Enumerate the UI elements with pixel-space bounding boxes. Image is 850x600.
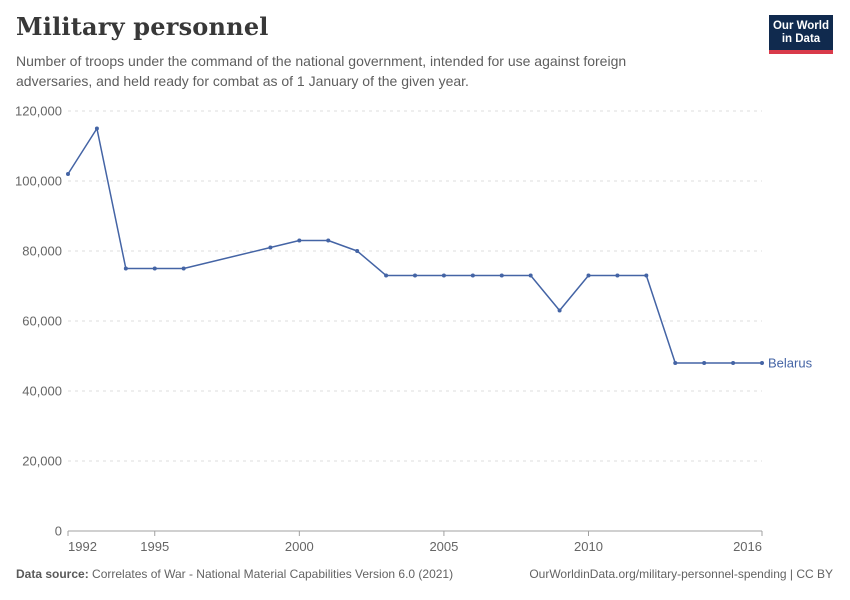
y-tick-label: 60,000 <box>22 314 62 329</box>
data-point[interactable] <box>66 172 70 176</box>
x-axis: 1992 1995 2000 2005 2010 2016 <box>67 530 763 554</box>
y-tick-label: 80,000 <box>22 244 62 259</box>
y-tick-label: 40,000 <box>22 384 62 399</box>
data-source: Data source: Correlates of War - Nationa… <box>16 567 453 582</box>
data-point[interactable] <box>355 249 360 253</box>
data-point[interactable] <box>441 273 446 278</box>
x-tick-label: 1995 <box>140 539 169 554</box>
x-tick-label: 2000 <box>285 539 314 554</box>
series-end-label[interactable]: Belarus <box>768 356 813 371</box>
data-point[interactable] <box>297 238 302 243</box>
data-points <box>66 126 764 365</box>
owid-logo[interactable]: Our World in Data <box>769 15 833 54</box>
owid-logo-line-2: in Data <box>781 33 821 45</box>
owid-logo-line-1: Our World <box>772 20 829 32</box>
data-point[interactable] <box>94 126 99 131</box>
data-point[interactable] <box>326 238 331 243</box>
data-point[interactable] <box>123 266 128 271</box>
data-source-text: Correlates of War - National Material Ca… <box>92 567 454 581</box>
y-gridlines <box>68 110 762 462</box>
data-point[interactable] <box>615 273 620 278</box>
data-source-label: Data source: <box>16 567 89 581</box>
data-point[interactable] <box>673 361 678 365</box>
data-point[interactable] <box>731 361 736 365</box>
y-tick-label: 20,000 <box>22 454 62 469</box>
data-point[interactable] <box>557 308 562 313</box>
footer-link[interactable]: OurWorldinData.org/military-personnel-sp… <box>529 567 833 581</box>
y-tick-label: 100,000 <box>15 174 62 189</box>
subtitle-line-1: Number of troops under the command of th… <box>16 53 627 69</box>
data-point[interactable] <box>384 273 389 278</box>
page-title: Military personnel <box>16 12 269 41</box>
data-point[interactable] <box>644 273 649 278</box>
x-tick-label: 2005 <box>429 539 458 554</box>
data-line[interactable] <box>67 127 763 364</box>
data-point[interactable] <box>181 266 186 271</box>
data-point[interactable] <box>702 361 707 365</box>
chart-footer: Data source: Correlates of War - Nationa… <box>16 567 833 582</box>
x-tick-label: 2010 <box>574 539 603 554</box>
data-point[interactable] <box>499 273 504 278</box>
data-point[interactable] <box>152 266 157 271</box>
y-tick-label: 120,000 <box>15 104 62 119</box>
data-point[interactable] <box>413 273 417 278</box>
x-tick-label: 1992 <box>68 539 97 554</box>
chart-subtitle: Number of troops under the command of th… <box>16 51 626 91</box>
data-point[interactable] <box>760 361 764 365</box>
data-point[interactable] <box>268 245 273 250</box>
data-point[interactable] <box>470 273 475 278</box>
y-tick-label: 0 <box>55 524 62 539</box>
y-axis-labels: 0 20,000 40,000 60,000 80,000 100,000 120,000 <box>15 104 62 539</box>
data-point[interactable] <box>586 273 591 278</box>
data-point[interactable] <box>528 273 533 278</box>
x-tick-label: 2016 <box>733 539 762 554</box>
subtitle-line-2: adversaries, and held ready for combat a… <box>16 73 469 89</box>
